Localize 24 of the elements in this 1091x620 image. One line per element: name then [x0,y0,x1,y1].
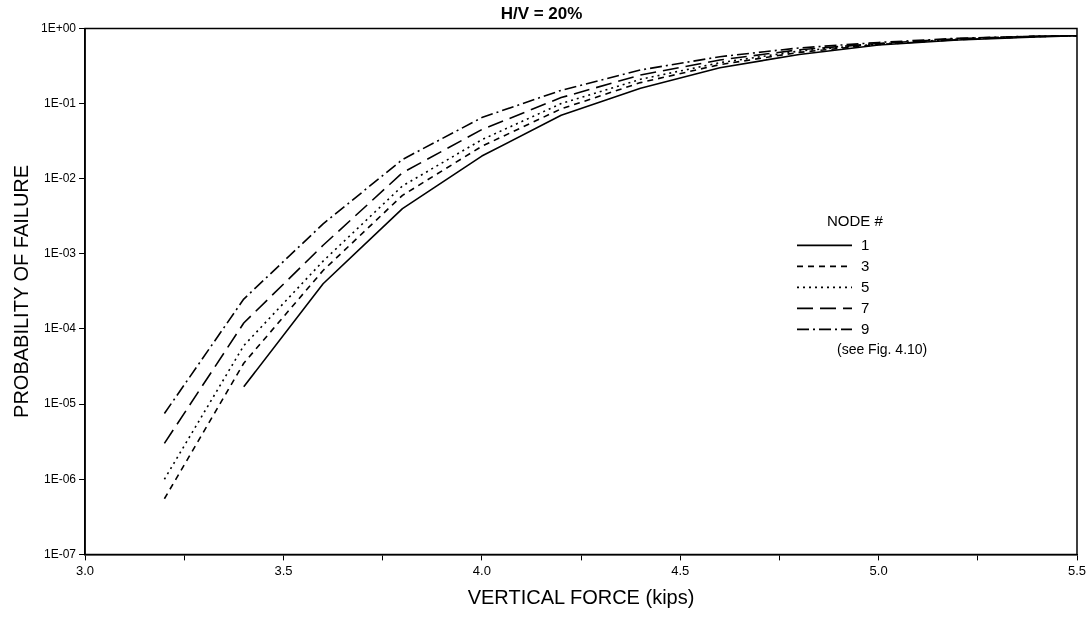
x-tick-label: 5.0 [869,562,888,578]
legend-label: 5 [861,277,870,295]
legend-label: 7 [861,298,870,316]
x-tick-label: 3.5 [274,562,293,578]
legend-label: 3 [861,256,870,274]
y-axis-title: PROBABILITY OF FAILURE [9,164,32,418]
y-tick-label: 1E-05 [44,396,77,411]
y-tick-label: 1E-07 [44,546,77,561]
x-axis-title: VERTICAL FORCE (kips) [467,585,695,608]
y-tick-label: 1E+00 [40,20,77,35]
x-tick-label: 4.5 [671,562,690,578]
legend-label: 1 [861,235,870,253]
x-tick-label: 3.0 [75,562,95,578]
x-tick-label: 4.0 [472,562,491,578]
annotation: (see Fig. 4.10) [837,341,928,358]
y-tick-label: 1E-03 [44,246,77,261]
y-tick-label: 1E-02 [44,171,77,185]
chart-title: H/V = 20% [500,3,583,23]
y-tick-label: 1E-04 [44,321,77,336]
x-tick-label: 5.5 [1067,562,1087,578]
legend-label: 9 [861,319,870,337]
y-tick-label: 1E-06 [44,471,77,486]
y-tick-label: 1E-01 [44,95,77,110]
legend-title: NODE # [827,211,884,229]
